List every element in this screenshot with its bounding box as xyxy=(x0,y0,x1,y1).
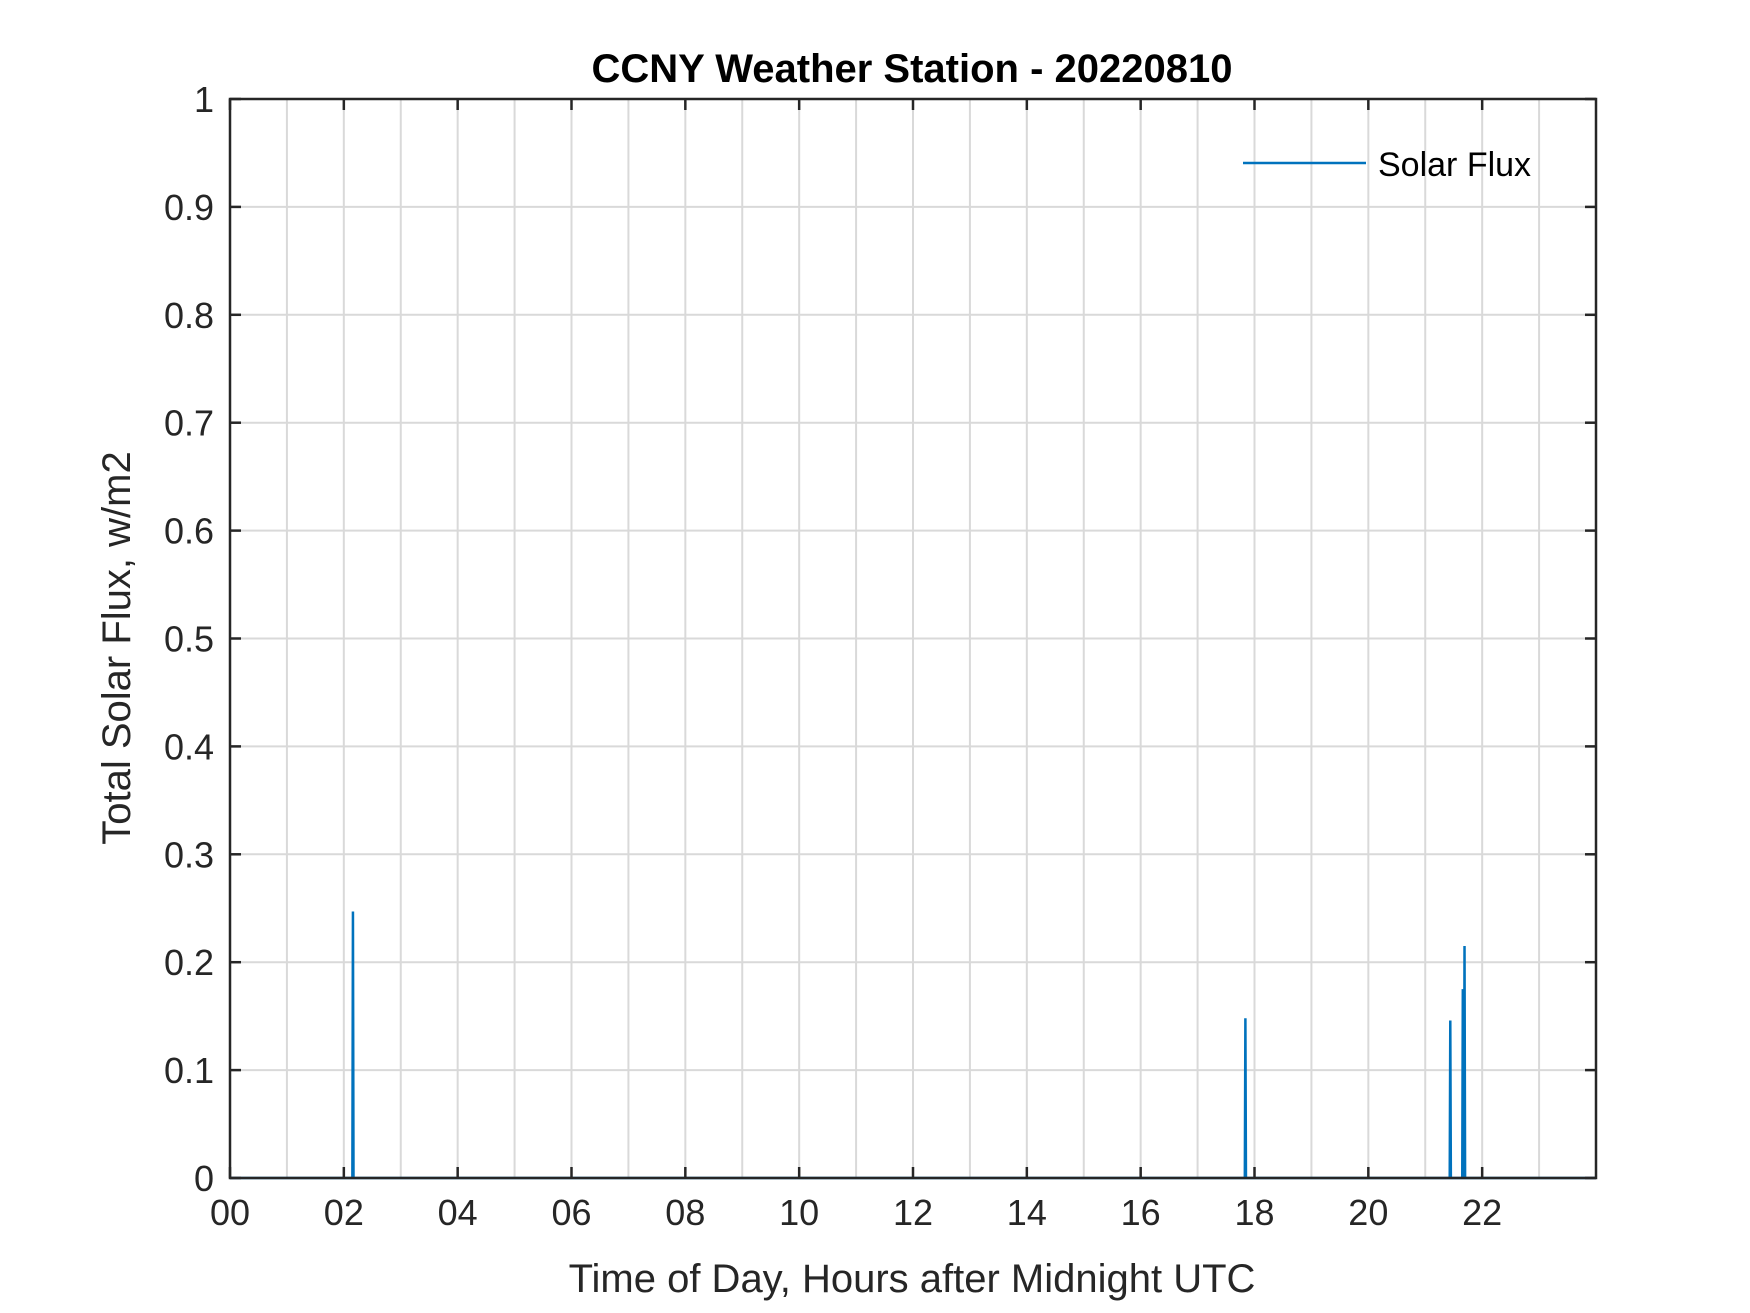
y-tick-label: 0.9 xyxy=(164,187,214,228)
ticks: 00 02 04 06 08 10 12 14 16 18 20 22 0 0.1 0.2 0.3 0.4 0.5… xyxy=(164,79,1596,1233)
y-tick-label: 0.4 xyxy=(164,726,214,767)
x-tick-label: 08 xyxy=(665,1192,705,1233)
x-tick-label: 16 xyxy=(1121,1192,1161,1233)
x-tick-label: 20 xyxy=(1348,1192,1388,1233)
legend-label-solar-flux: Solar Flux xyxy=(1378,146,1531,184)
series-line-solar-flux xyxy=(230,911,1596,1180)
y-tick-label: 0.1 xyxy=(164,1050,214,1091)
y-tick-label: 0.5 xyxy=(164,619,214,660)
x-tick-label: 18 xyxy=(1234,1192,1274,1233)
y-axis-label: Total Solar Flux, w/m2 xyxy=(95,451,139,844)
x-axis-label: Time of Day, Hours after Midnight UTC xyxy=(569,1257,1256,1301)
chart-title: CCNY Weather Station - 20220810 xyxy=(592,47,1233,91)
y-tick-label: 0 xyxy=(194,1158,214,1199)
x-tick-label: 12 xyxy=(893,1192,933,1233)
legend: Solar Flux xyxy=(1243,146,1531,184)
y-tick-label: 0.7 xyxy=(164,403,214,444)
y-tick-label: 0.2 xyxy=(164,942,214,983)
x-tick-label: 02 xyxy=(324,1192,364,1233)
x-tick-label: 10 xyxy=(779,1192,819,1233)
x-tick-label: 06 xyxy=(551,1192,591,1233)
x-tick-label: 14 xyxy=(1007,1192,1047,1233)
y-tick-label: 0.6 xyxy=(164,511,214,552)
series-layer xyxy=(230,911,1596,1180)
grid xyxy=(230,99,1596,1178)
y-tick-label: 1 xyxy=(194,79,214,120)
x-tick-label: 22 xyxy=(1462,1192,1502,1233)
x-tick-label: 04 xyxy=(438,1192,478,1233)
y-tick-label: 0.3 xyxy=(164,834,214,875)
x-tick-label: 00 xyxy=(210,1192,250,1233)
y-tick-label: 0.8 xyxy=(164,295,214,336)
